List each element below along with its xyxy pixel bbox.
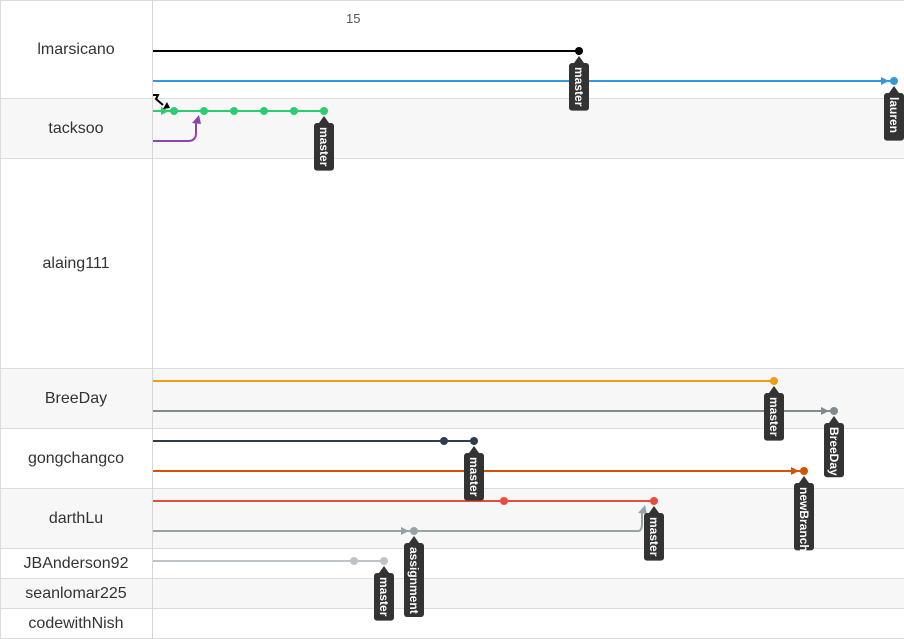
commit-dot — [320, 107, 328, 115]
branch-tag-label: master — [572, 67, 586, 107]
branch-arrow — [401, 527, 409, 535]
user-row: seanlomar225 — [0, 579, 904, 609]
branch-tag — [569, 63, 589, 111]
commit-dot — [470, 437, 478, 445]
user-row: gongchangco — [0, 429, 904, 489]
top-border — [0, 0, 904, 1]
commit-dot — [800, 467, 808, 475]
branch-tag — [644, 513, 664, 561]
branch-tag — [794, 483, 814, 551]
commit-dot — [440, 437, 448, 445]
branch-tag-pointer — [319, 116, 329, 123]
commit-dot — [650, 497, 658, 505]
commit-dot — [830, 407, 838, 415]
branch-arrow — [881, 77, 889, 85]
commit-dot — [230, 107, 238, 115]
branch-tag-pointer — [889, 86, 899, 93]
user-row: BreeDay — [0, 369, 904, 429]
user-row: JBAnderson92 — [0, 549, 904, 579]
branch-tag-pointer — [799, 476, 809, 483]
branch-tag-pointer — [649, 506, 659, 513]
user-name-label[interactable]: seanlomar225 — [25, 584, 127, 602]
user-row: lmarsicano — [0, 1, 904, 99]
commit-dot — [380, 557, 388, 565]
branch-tag-label: master — [317, 127, 331, 167]
commit-dot — [350, 557, 358, 565]
user-name-label[interactable]: BreeDay — [44, 389, 108, 407]
axis-tick-label: 15 — [346, 11, 361, 26]
branch-tag-pointer — [409, 536, 419, 543]
user-name-label[interactable]: lmarsicano — [37, 40, 115, 58]
merge-arrow — [192, 115, 201, 124]
branch-tag-pointer — [469, 446, 479, 453]
branch-tag — [464, 453, 484, 501]
user-name-label[interactable]: gongchangco — [27, 449, 125, 467]
commit-dot — [260, 107, 268, 115]
user-row: alaing111 — [0, 159, 904, 369]
commit-dot — [170, 107, 178, 115]
fork-arrow — [163, 102, 170, 109]
user-name-label[interactable]: tacksoo — [48, 119, 104, 137]
branch-tag-label: BreeDay — [827, 427, 841, 476]
commit-dot — [575, 47, 583, 55]
user-row: tacksoo — [0, 99, 904, 159]
branch-tag-pointer — [379, 566, 389, 573]
branch-tag — [314, 123, 334, 171]
branch-tag-pointer — [574, 56, 584, 63]
branch-tag — [374, 573, 394, 621]
merge-line — [153, 121, 197, 142]
branch-tag-label: assignment — [407, 547, 421, 614]
commit-dot — [770, 377, 778, 385]
merge-arrow — [638, 505, 647, 514]
branch-tag — [824, 423, 844, 478]
gutter-divider — [152, 0, 153, 638]
commit-dot — [200, 107, 208, 115]
branch-arrow — [821, 407, 829, 415]
left-border — [0, 0, 1, 638]
branch-tag — [404, 543, 424, 617]
branch-tag-label: newBranch — [797, 487, 811, 552]
user-name-label[interactable]: codewithNish — [28, 614, 124, 632]
branch-tag-pointer — [769, 386, 779, 393]
fork-marker — [153, 94, 164, 106]
branch-tag — [884, 93, 904, 141]
branch-arrow — [791, 467, 799, 475]
commit-dot — [500, 497, 508, 505]
merge-line — [414, 511, 643, 532]
branch-tag — [764, 393, 784, 441]
commit-dot — [890, 77, 898, 85]
user-name-label[interactable]: alaing111 — [42, 254, 110, 272]
user-row: darthLu — [0, 489, 904, 549]
branch-tag-label: master — [647, 517, 661, 557]
branch-tag-label: master — [377, 577, 391, 617]
commit-dot — [290, 107, 298, 115]
user-name-label[interactable]: darthLu — [48, 509, 104, 527]
branch-tag-label: master — [767, 397, 781, 437]
user-name-label[interactable]: JBAnderson92 — [23, 554, 129, 572]
branch-tag-label: master — [467, 457, 481, 497]
branch-tag-pointer — [829, 416, 839, 423]
branch-tag-label: lauren — [887, 97, 901, 133]
